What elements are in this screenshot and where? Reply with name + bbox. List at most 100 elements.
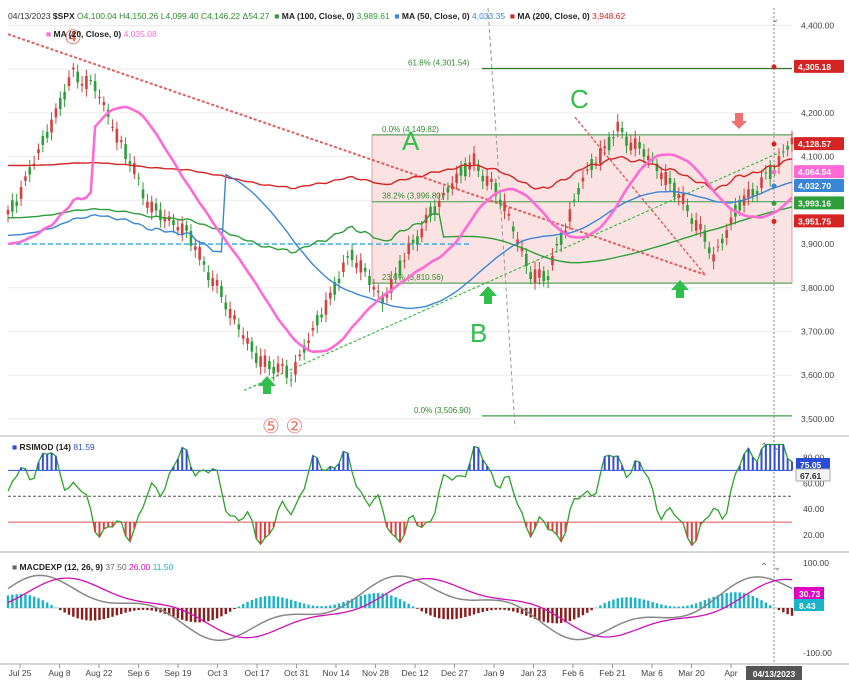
price-label-text: 4,128.57 [798,139,831,149]
candle-body [764,172,768,174]
candle-body [211,278,215,287]
candle-body [263,355,267,367]
candle-body [420,228,424,238]
chevron-up-icon: ⌃ [760,562,768,573]
candle-body [681,194,685,204]
candle-body [45,131,49,138]
candle-body [289,379,293,381]
candle-body [98,96,101,99]
candle-body [612,137,615,139]
price-label-box [794,137,844,151]
candle-body [302,345,306,353]
candle-body [638,142,641,149]
candle-body [111,126,114,128]
candle-body [176,227,180,231]
rsi-value-box [796,458,830,470]
candle-body [620,127,624,133]
candle-body [180,223,184,235]
candle-body [660,173,663,180]
price-label-box [794,214,844,228]
candle-body [721,238,724,244]
x-tick-label: Jan 23 [521,668,547,678]
legend-ma50: MA (50, Close, 0) [401,11,470,21]
header-date: 04/13/2023 [8,11,51,21]
candle-body [254,353,258,364]
candle-body [747,189,750,199]
price-label-text: 3,951.75 [798,216,831,226]
x-tick-label: Oct 31 [284,668,309,678]
candle-body [511,226,515,232]
rsi-value: 81.59 [73,442,95,452]
candle-body [459,166,463,176]
ma200-line [8,155,793,193]
chevron-down-icon: ⌄ [771,14,779,25]
candle-body [790,137,794,145]
macd-value-box [794,599,824,611]
header-close: C4,146.22 [200,11,241,21]
downtrend-line [7,33,706,276]
macd-value-box [794,587,824,599]
candle-body [559,232,563,245]
candle-body [37,149,40,154]
candle-body [411,239,415,244]
candle-body [551,255,554,266]
candle-body [124,144,127,160]
macd-line [7,574,793,642]
candle-body [76,71,79,83]
price-label-dot [771,64,777,70]
candle-body [655,163,659,172]
candle-body [376,290,380,293]
price-label-box [794,179,844,193]
candle-body [520,247,524,252]
candle-body [707,247,711,254]
candle-body [407,243,411,255]
candle-body [394,273,397,276]
candle-body [446,187,450,193]
up-arrow-icon [671,280,689,298]
candle-body [368,275,371,285]
price-label-box [794,59,844,73]
candle-body [485,176,489,186]
candle-body [333,282,336,295]
rsi-tick-label: 40.00 [803,504,825,514]
macd-value-label: 8.43 [799,601,816,611]
date-marker-box [746,666,802,680]
macd-hist-value: 11.50 [152,562,174,572]
price-tick-label: 4,100.00 [801,152,834,162]
candle-body [433,206,437,215]
candle-body [198,247,201,260]
candle-body [272,366,275,374]
candle-body [633,138,637,149]
candle-body [694,220,698,231]
candle-body [285,365,289,378]
chevron-up-icon: ⌃ [760,442,768,453]
candle-body [738,199,742,211]
candle-body [359,260,363,273]
candle-body [315,315,319,326]
candle-body [141,189,145,199]
candle-body [268,361,271,370]
candle-body [189,230,193,246]
price-label-box [794,196,844,210]
candle-body [15,201,19,206]
ma100-line [8,206,793,264]
candle-body [133,163,136,175]
legend-ma20: MA (20, Close, 0) [53,29,122,39]
rsi-title: RSIMOD (14) [19,442,71,452]
chevron-down-icon: ⌄ [773,442,781,453]
candle-body [372,286,376,290]
candle-body [237,324,241,330]
chevron-down-icon: ⌄ [773,562,781,573]
candle-body [119,140,123,143]
candle-body [41,136,45,145]
x-tick-label: Nov 14 [323,668,350,678]
candle-body [525,253,528,267]
rsi-value-box [795,468,831,482]
rsi-tick-label: 60.00 [803,478,825,488]
annotation-label: B [470,318,487,348]
candle-body [172,220,175,226]
annotation-label: ⑤ ② [262,416,303,438]
legend-ma100: MA (100, Close, 0) [281,11,355,21]
candle-body [507,213,511,216]
price-tick-label: 4,200.00 [801,108,834,118]
